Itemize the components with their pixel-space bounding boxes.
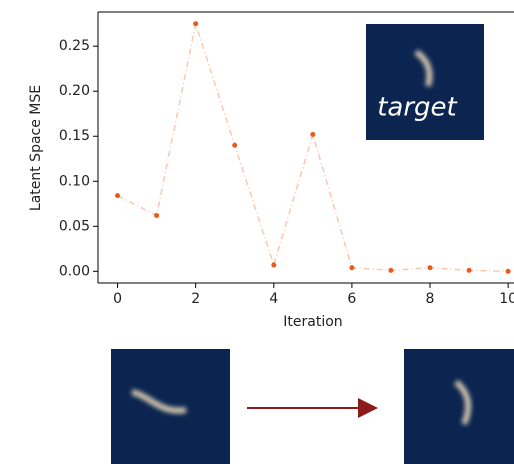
y-tick-label: 0.15 bbox=[59, 128, 90, 144]
point bbox=[506, 269, 511, 274]
point bbox=[388, 268, 393, 273]
annotation: target bbox=[377, 93, 457, 123]
point bbox=[310, 132, 315, 137]
x-tick-label: 4 bbox=[269, 291, 278, 307]
point bbox=[232, 143, 237, 148]
y-tick-label: 0.20 bbox=[59, 83, 90, 99]
y-tick-label: 0.25 bbox=[59, 38, 90, 54]
target-image: target bbox=[366, 24, 484, 140]
x-axis-label: Iteration bbox=[283, 314, 342, 330]
y-tick-label: 0.00 bbox=[59, 263, 90, 279]
y-axis-label: Latent Space MSE bbox=[28, 85, 44, 211]
x-tick-label: 6 bbox=[347, 291, 356, 307]
start-image bbox=[111, 349, 230, 464]
x-tick-label: 0 bbox=[113, 291, 122, 307]
result-image bbox=[404, 349, 514, 464]
x-tick-label: 8 bbox=[426, 291, 435, 307]
point bbox=[271, 262, 276, 267]
x-tick-label: 2 bbox=[191, 291, 200, 307]
point bbox=[467, 268, 472, 273]
figure: 0.00 0.05 0.10 0.15 0.20 0.25 0 2 4 6 8 10 target I… bbox=[0, 0, 514, 464]
point bbox=[154, 213, 159, 218]
x-tick-label: 10 bbox=[499, 291, 514, 307]
y-tick-label: 0.10 bbox=[59, 173, 90, 189]
y-tick-label: 0.05 bbox=[59, 218, 90, 234]
point bbox=[428, 265, 433, 270]
point bbox=[115, 193, 120, 198]
point bbox=[349, 265, 354, 270]
point bbox=[193, 21, 198, 26]
